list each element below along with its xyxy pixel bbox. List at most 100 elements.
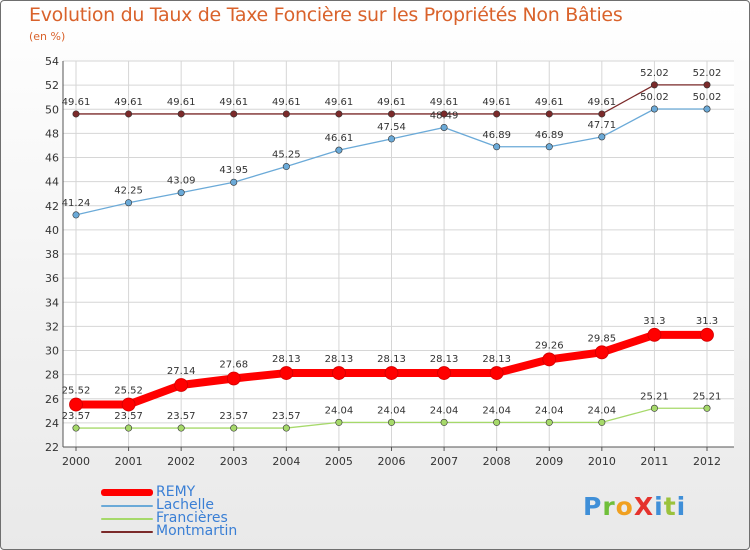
data-label-francieres: 23.57 bbox=[272, 411, 301, 422]
data-label-francieres: 23.57 bbox=[167, 411, 196, 422]
point-montmartin bbox=[650, 81, 658, 89]
data-label-montmartin: 49.61 bbox=[588, 97, 617, 108]
point-lachelle bbox=[230, 178, 238, 186]
data-label-francieres: 25.21 bbox=[640, 391, 669, 402]
point-montmartin bbox=[335, 110, 343, 118]
legend-swatch-montmartin bbox=[101, 531, 153, 533]
x-tick-label: 2003 bbox=[220, 455, 248, 468]
x-tick-label: 2009 bbox=[535, 455, 563, 468]
data-label-remy: 28.13 bbox=[325, 354, 354, 365]
data-label-montmartin: 49.61 bbox=[535, 97, 564, 108]
data-labels: 23.57 23.57 23.57 23.57 23.57 24.04 24.04 24.04… bbox=[62, 68, 722, 422]
point-francieres bbox=[440, 418, 448, 426]
y-tick-label: 36 bbox=[45, 272, 59, 285]
point-remy bbox=[437, 366, 451, 380]
y-tick-label: 46 bbox=[45, 152, 59, 165]
point-francieres bbox=[598, 418, 606, 426]
data-label-francieres: 24.04 bbox=[377, 405, 406, 416]
legend-label-francieres: Francières bbox=[156, 510, 228, 526]
point-francieres bbox=[282, 424, 290, 432]
point-francieres bbox=[703, 404, 711, 412]
data-label-remy: 28.13 bbox=[430, 354, 459, 365]
point-montmartin bbox=[387, 110, 395, 118]
data-label-remy: 27.14 bbox=[167, 366, 196, 377]
x-tick-label: 2004 bbox=[272, 455, 300, 468]
x-tick-label: 2012 bbox=[693, 455, 721, 468]
data-label-lachelle: 43.95 bbox=[219, 165, 248, 176]
y-tick-label: 54 bbox=[45, 55, 59, 68]
point-francieres bbox=[230, 424, 238, 432]
data-label-lachelle: 47.71 bbox=[588, 120, 617, 131]
data-label-remy: 28.13 bbox=[272, 354, 301, 365]
point-lachelle bbox=[177, 189, 185, 197]
point-francieres bbox=[335, 418, 343, 426]
y-tick-label: 30 bbox=[45, 345, 59, 358]
point-remy bbox=[174, 378, 189, 392]
point-lachelle bbox=[125, 199, 133, 207]
point-lachelle bbox=[598, 133, 606, 141]
y-tick-label: 48 bbox=[45, 127, 59, 140]
x-tick-label: 2001 bbox=[115, 455, 143, 468]
axes: 22 24 26 28 30 32 34 36 38 40 42 44 46 48 50 52 54 2000 20… bbox=[45, 55, 734, 468]
point-remy bbox=[279, 366, 294, 380]
data-label-lachelle: 41.24 bbox=[62, 198, 91, 209]
data-label-francieres: 24.04 bbox=[588, 405, 617, 416]
data-label-francieres: 23.57 bbox=[219, 411, 248, 422]
data-label-remy: 29.26 bbox=[535, 340, 564, 351]
data-label-montmartin: 49.61 bbox=[219, 97, 248, 108]
y-tick-label: 38 bbox=[45, 248, 59, 261]
data-label-remy: 31.3 bbox=[643, 316, 665, 327]
x-tick-label: 2005 bbox=[325, 455, 353, 468]
point-lachelle bbox=[650, 105, 658, 113]
data-label-lachelle: 46.61 bbox=[325, 133, 354, 144]
legend-swatch-francieres bbox=[101, 518, 153, 520]
point-lachelle bbox=[440, 123, 448, 131]
data-label-francieres: 24.04 bbox=[535, 405, 564, 416]
y-tick-label: 44 bbox=[45, 176, 59, 189]
point-lachelle bbox=[335, 146, 343, 154]
point-montmartin bbox=[177, 110, 185, 118]
data-label-francieres: 24.04 bbox=[325, 405, 354, 416]
y-tick-label: 42 bbox=[45, 200, 59, 213]
point-remy bbox=[226, 371, 241, 386]
legend-label-remy: REMY bbox=[156, 484, 196, 500]
point-montmartin bbox=[545, 110, 553, 118]
x-tick-label: 2007 bbox=[430, 455, 458, 468]
x-tick-label: 2010 bbox=[588, 455, 616, 468]
legend-label-montmartin: Montmartin bbox=[156, 523, 238, 539]
point-montmartin bbox=[72, 110, 80, 118]
data-label-remy: 27.68 bbox=[219, 359, 248, 370]
data-label-lachelle: 45.25 bbox=[272, 150, 301, 161]
legend-label-lachelle: Lachelle bbox=[156, 497, 214, 513]
point-montmartin bbox=[440, 110, 448, 118]
point-lachelle bbox=[545, 143, 553, 151]
proxiti-logo: ProXiti bbox=[583, 492, 687, 521]
chart-title: Evolution du Taux de Taxe Foncière sur l… bbox=[29, 4, 623, 26]
y-tick-label: 32 bbox=[45, 320, 59, 333]
point-montmartin bbox=[598, 110, 606, 118]
point-francieres bbox=[125, 424, 133, 432]
point-montmartin bbox=[230, 110, 238, 118]
point-lachelle bbox=[493, 143, 501, 151]
data-label-francieres: 24.04 bbox=[482, 405, 511, 416]
data-label-remy: 29.85 bbox=[588, 333, 617, 344]
data-label-lachelle: 42.25 bbox=[114, 186, 143, 197]
y-tick-label: 52 bbox=[45, 79, 59, 92]
data-label-lachelle: 50.02 bbox=[640, 92, 669, 103]
point-francieres bbox=[545, 418, 553, 426]
x-tick-label: 2011 bbox=[640, 455, 668, 468]
y-tick-label: 24 bbox=[45, 417, 59, 430]
point-remy bbox=[647, 327, 662, 342]
y-tick-label: 40 bbox=[45, 224, 59, 237]
data-label-montmartin: 49.61 bbox=[482, 97, 511, 108]
data-label-lachelle: 50.02 bbox=[693, 92, 722, 103]
point-remy bbox=[384, 366, 399, 380]
legend-swatch-remy bbox=[101, 489, 153, 496]
data-label-montmartin: 49.61 bbox=[377, 97, 406, 108]
point-remy bbox=[69, 397, 83, 412]
point-montmartin bbox=[282, 110, 290, 118]
point-remy bbox=[489, 366, 504, 380]
point-francieres bbox=[493, 418, 501, 426]
